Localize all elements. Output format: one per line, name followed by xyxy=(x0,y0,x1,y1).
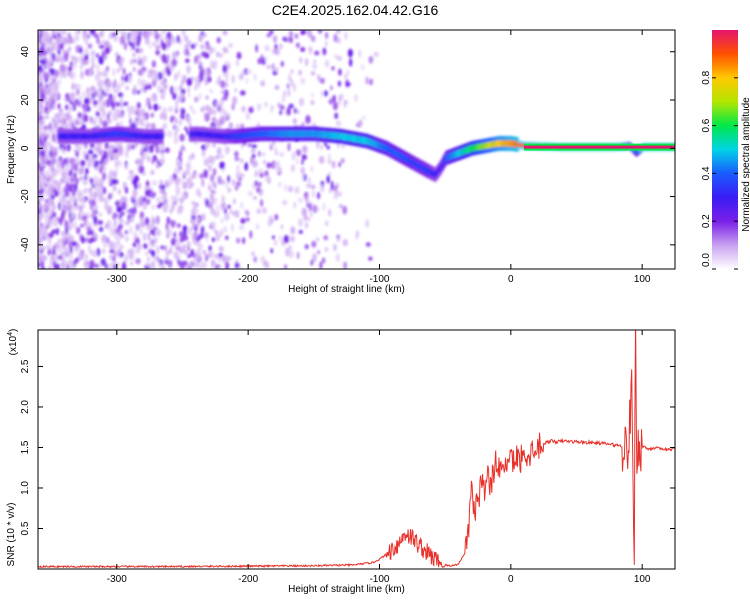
colorbar-tick-label: 0.0 xyxy=(701,253,712,267)
snr-y-tick-label: 0.5 xyxy=(20,521,31,535)
spectrogram-ridge xyxy=(57,126,675,182)
spectrogram-x-tick-label: 0 xyxy=(508,274,514,285)
colorbar-tick-label: 0.6 xyxy=(701,118,712,132)
colorbar-tick-label: 0.8 xyxy=(701,70,712,84)
figure-title: C2E4.2025.162.04.42.G16 xyxy=(272,2,439,18)
colorbar-tick-label: 0.2 xyxy=(701,214,712,228)
spectrogram-y-axis-label: Frequency (Hz) xyxy=(6,115,17,184)
snr-x-axis-label: Height of straight line (km) xyxy=(288,584,405,595)
spectrogram-y-tick-label: -20 xyxy=(20,189,31,204)
spectrogram-y-ticks: -40 -20 0 20 40 xyxy=(20,46,675,252)
snr-x-tick-label: 0 xyxy=(508,574,514,585)
spectrogram-y-tick-label: 20 xyxy=(20,94,31,106)
snr-y-tick-label: 1.0 xyxy=(20,481,31,495)
spectrogram-y-tick-label: 0 xyxy=(20,145,31,151)
spectrogram-x-ticks: -300 -200 -100 0 100 xyxy=(107,30,651,285)
snr-y-tick-label: 2.0 xyxy=(20,400,31,414)
snr-x-tick-label: 100 xyxy=(634,574,651,585)
spectrogram-x-axis-label: Height of straight line (km) xyxy=(288,284,405,295)
spectrogram-x-tick-label: -300 xyxy=(107,274,127,285)
snr-x-tick-label: -100 xyxy=(369,574,389,585)
snr-panel: -300 -200 -100 0 100 0.5 1.0 1.5 2.0 2.5 Height … xyxy=(6,329,676,595)
colorbar-tick-label: 0.4 xyxy=(701,166,712,180)
spectrogram-y-tick-label: -40 xyxy=(20,237,31,252)
snr-y-ticks: 0.5 1.0 1.5 2.0 2.5 xyxy=(20,359,675,535)
snr-x-ticks: -300 -200 -100 0 100 xyxy=(107,330,651,585)
snr-x-tick-label: -200 xyxy=(238,574,258,585)
spectrogram-heatmap xyxy=(38,30,675,269)
spectrogram-plot-frame xyxy=(37,29,676,270)
snr-y-multiplier: (x104) xyxy=(7,329,19,356)
snr-y-tick-label: 2.5 xyxy=(20,359,31,373)
colorbar: 0.0 0.2 0.4 0.6 0.8 Normalized spectral ampl… xyxy=(701,30,750,270)
colorbar-gradient xyxy=(712,30,738,269)
snr-y-axis-label: SNR (10 * v/v) xyxy=(6,503,17,567)
spectrogram-x-tick-label: 100 xyxy=(634,274,651,285)
snr-plot-frame xyxy=(37,329,676,570)
colorbar-label: Normalized spectral amplitude xyxy=(741,97,750,232)
spectrogram-x-tick-label: -200 xyxy=(238,274,258,285)
snr-line-series xyxy=(38,330,675,569)
snr-x-tick-label: -300 xyxy=(107,574,127,585)
spectrogram-x-tick-label: -100 xyxy=(369,274,389,285)
snr-line xyxy=(38,330,675,569)
spectrogram-noise xyxy=(38,30,379,269)
spectrogram-y-tick-label: 40 xyxy=(20,46,31,58)
snr-y-tick-label: 1.5 xyxy=(20,440,31,454)
colorbar-ticks: 0.0 0.2 0.4 0.6 0.8 xyxy=(701,70,738,270)
